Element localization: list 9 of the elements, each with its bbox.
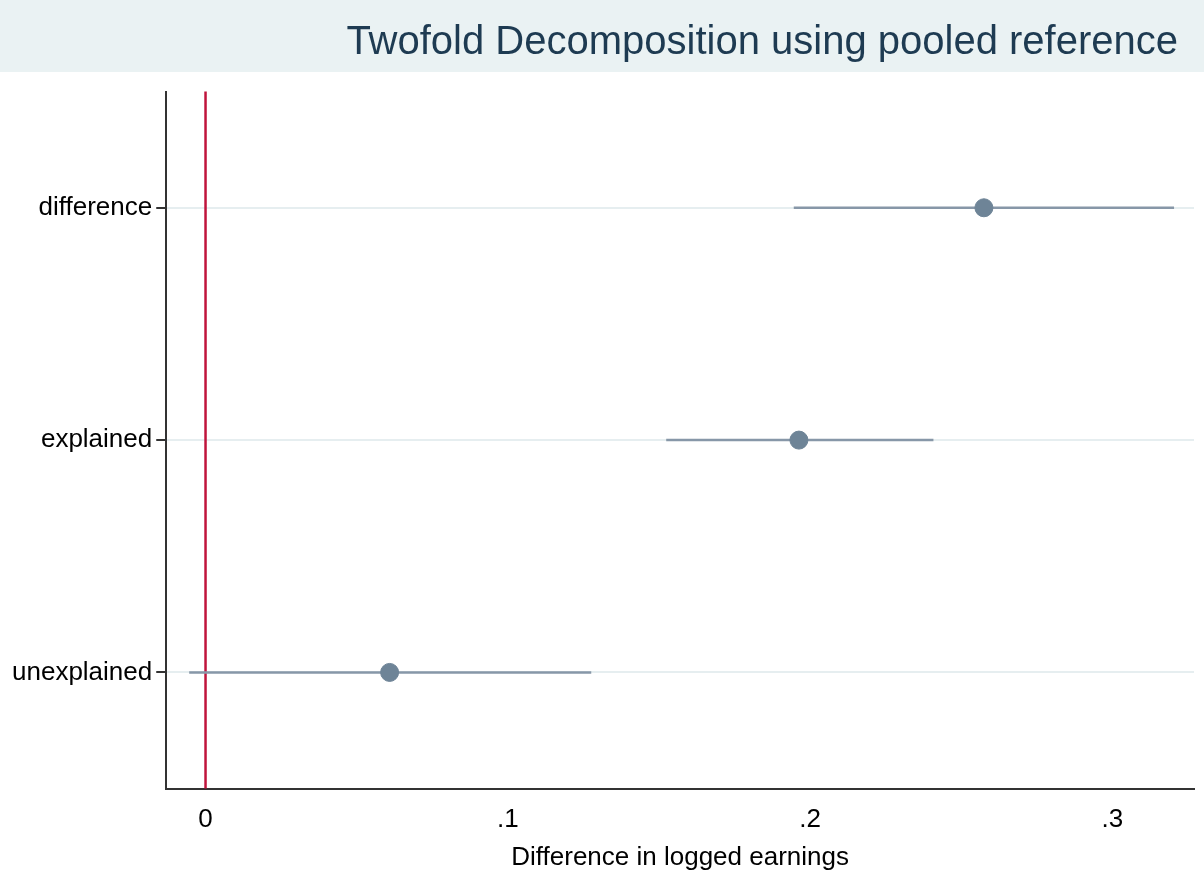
y-tick-label: unexplained bbox=[12, 655, 153, 686]
chart-title: Twofold Decomposition using pooled reference bbox=[0, 0, 1204, 72]
x-tick-label: 0 bbox=[198, 803, 213, 834]
x-axis-title: Difference in logged earnings bbox=[511, 840, 849, 871]
x-tick-label: .3 bbox=[1101, 803, 1124, 834]
x-tick-label: .2 bbox=[799, 803, 821, 834]
x-tick-label: .1 bbox=[496, 803, 519, 834]
y-tick-label: explained bbox=[40, 423, 153, 454]
y-tick-label: difference bbox=[38, 190, 153, 221]
